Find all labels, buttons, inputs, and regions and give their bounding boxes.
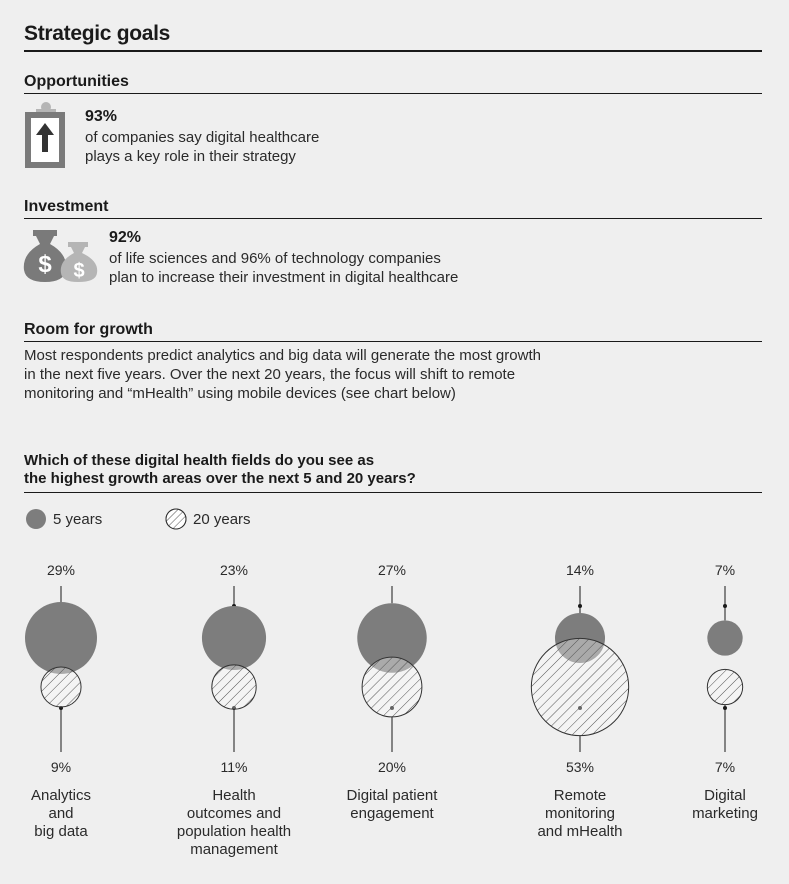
bubble-20yr-cat-2 bbox=[361, 656, 423, 718]
growth-description: Most respondents predict analytics and b… bbox=[24, 347, 541, 402]
investment-value: 92% bbox=[109, 229, 142, 246]
bubble-5yr-cat-2 bbox=[357, 603, 427, 673]
category-label-cat-3: Remote monitoring and mHealth bbox=[537, 787, 623, 840]
clipboard-arrow-up-icon bbox=[24, 100, 70, 177]
growth-title: Room for growth bbox=[24, 321, 153, 338]
bubble-5yr-cat-4 bbox=[707, 620, 743, 656]
label-20yr-cat-1: 11% bbox=[221, 759, 248, 775]
legend-solid-circle-icon bbox=[26, 509, 46, 529]
svg-text:$: $ bbox=[73, 260, 84, 282]
label-5yr-cat-3: 14% bbox=[566, 562, 594, 578]
investment-divider bbox=[24, 218, 762, 219]
money-bags-icon: $ $ bbox=[22, 228, 102, 289]
label-5yr-cat-0: 29% bbox=[47, 562, 75, 578]
label-5yr-cat-4: 7% bbox=[715, 562, 735, 578]
chart-question: Which of these digital health fields do … bbox=[24, 452, 416, 487]
connector-dot-top-cat-4 bbox=[723, 604, 727, 608]
label-5yr-cat-1: 23% bbox=[220, 562, 248, 578]
category-label-cat-2: Digital patient engagement bbox=[346, 787, 438, 822]
label-20yr-cat-3: 53% bbox=[566, 759, 594, 775]
opportunities-divider bbox=[24, 93, 762, 94]
opportunities-title: Opportunities bbox=[24, 73, 129, 90]
legend-hatched-circle-icon bbox=[165, 508, 187, 530]
chart-divider bbox=[24, 492, 762, 493]
legend-label-5-years: 5 years bbox=[53, 510, 103, 528]
legend-item-20-years: 20 years bbox=[165, 508, 251, 530]
opportunities-value: 93% bbox=[85, 108, 118, 125]
bubble-20yr-cat-4 bbox=[706, 668, 744, 706]
category-label-cat-1: Health outcomes and population health manag… bbox=[176, 787, 292, 858]
investment-text: of life sciences and 96% of technology c… bbox=[109, 250, 459, 286]
svg-text:$: $ bbox=[38, 251, 52, 278]
category-label-cat-0: Analytics and big data bbox=[30, 787, 92, 840]
bubble-5yr-cat-0 bbox=[25, 602, 97, 674]
opportunities-text: of companies say digital healthcare play… bbox=[85, 129, 320, 165]
label-20yr-cat-0: 9% bbox=[51, 759, 71, 775]
label-20yr-cat-4: 7% bbox=[715, 759, 735, 775]
label-20yr-cat-2: 20% bbox=[378, 759, 406, 775]
bubble-20yr-cat-0 bbox=[40, 666, 82, 708]
bubble-5yr-cat-1 bbox=[201, 605, 267, 671]
category-label-cat-4: Digital marketing bbox=[692, 787, 758, 822]
connector-dot-top-cat-3 bbox=[578, 604, 582, 608]
label-5yr-cat-2: 27% bbox=[378, 562, 406, 578]
title-divider bbox=[24, 50, 762, 52]
bubble-20yr-cat-1 bbox=[211, 664, 257, 710]
growth-divider bbox=[24, 341, 762, 342]
bubble-20yr-cat-3 bbox=[530, 637, 630, 737]
investment-title: Investment bbox=[24, 198, 109, 215]
legend-item-5-years: 5 years bbox=[25, 508, 102, 530]
connector-dot-bottom-cat-4 bbox=[723, 706, 727, 710]
page-title: Strategic goals bbox=[24, 22, 171, 45]
legend-label-20-years: 20 years bbox=[193, 510, 251, 528]
